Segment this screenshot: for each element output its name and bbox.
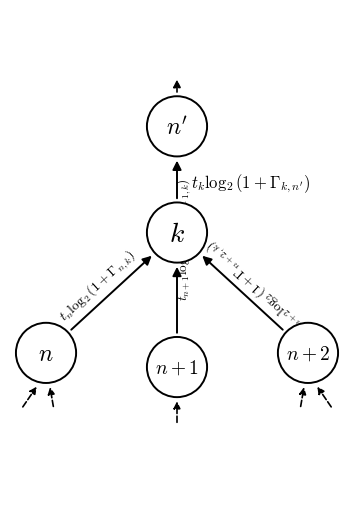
Text: $t_{n+1}\log_2(1+\Gamma_{n+1,k})$: $t_{n+1}\log_2(1+\Gamma_{n+1,k})$ — [175, 178, 193, 300]
Circle shape — [278, 323, 338, 383]
Text: $t_k \log_2(1 + \Gamma_{k,n'})$: $t_k \log_2(1 + \Gamma_{k,n'})$ — [191, 172, 310, 195]
Circle shape — [147, 97, 207, 157]
Text: $n+2$: $n+2$ — [286, 344, 330, 363]
Text: $n+1$: $n+1$ — [155, 358, 199, 377]
Text: $n$: $n$ — [38, 341, 54, 365]
Text: $n'$: $n'$ — [166, 115, 188, 139]
Text: $t_{n+2}\log_2(1+\Gamma_{n+2,k})$: $t_{n+2}\log_2(1+\Gamma_{n+2,k})$ — [203, 236, 310, 336]
Circle shape — [16, 323, 76, 383]
Text: $t_n \log_2(1+\Gamma_{n,k})$: $t_n \log_2(1+\Gamma_{n,k})$ — [55, 246, 139, 326]
Circle shape — [147, 203, 207, 263]
Circle shape — [147, 337, 207, 397]
Text: $k$: $k$ — [169, 219, 185, 247]
